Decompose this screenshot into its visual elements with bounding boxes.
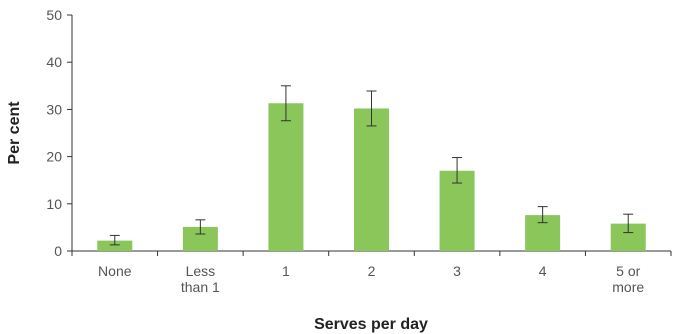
- y-tick-label: 30: [46, 101, 62, 117]
- x-axis: None Less than 1 1 2 3 4 5 or more: [71, 250, 672, 295]
- x-ticks: None Less than 1 1 2 3 4 5 or more: [71, 251, 672, 295]
- error-bar: [195, 219, 206, 235]
- x-tick-label: 3: [453, 263, 461, 279]
- error-bar: [452, 157, 463, 184]
- y-ticks: 0 10 20 30 40 50: [46, 7, 72, 259]
- error-bar: [537, 206, 548, 224]
- y-tick-label: 20: [46, 149, 62, 165]
- y-tick-label: 50: [46, 7, 62, 23]
- x-tick-label: 1: [282, 263, 290, 279]
- x-tick-label: Less than 1: [181, 263, 220, 295]
- bar: [97, 240, 133, 251]
- x-tick-label: 4: [539, 263, 547, 279]
- y-tick-label: 0: [54, 243, 62, 259]
- y-tick-label: 40: [46, 54, 62, 70]
- bars: [97, 103, 646, 252]
- error-bar: [366, 90, 377, 127]
- bar: [439, 170, 475, 251]
- y-tick-label: 10: [46, 196, 62, 212]
- error-bar: [109, 234, 120, 246]
- bar: [354, 108, 389, 252]
- y-axis: 0 10 20 30 40 50: [46, 7, 73, 259]
- error-bar: [623, 213, 634, 234]
- error-bar: [280, 85, 291, 122]
- bar: [268, 103, 304, 251]
- error-bars: [109, 85, 634, 246]
- x-tick-label: 2: [368, 263, 376, 279]
- x-tick-label: None: [98, 263, 132, 279]
- x-tick-label: 5 or more: [612, 263, 644, 295]
- x-axis-title: Serves per day: [314, 316, 428, 333]
- y-axis-title: Per cent: [6, 101, 23, 165]
